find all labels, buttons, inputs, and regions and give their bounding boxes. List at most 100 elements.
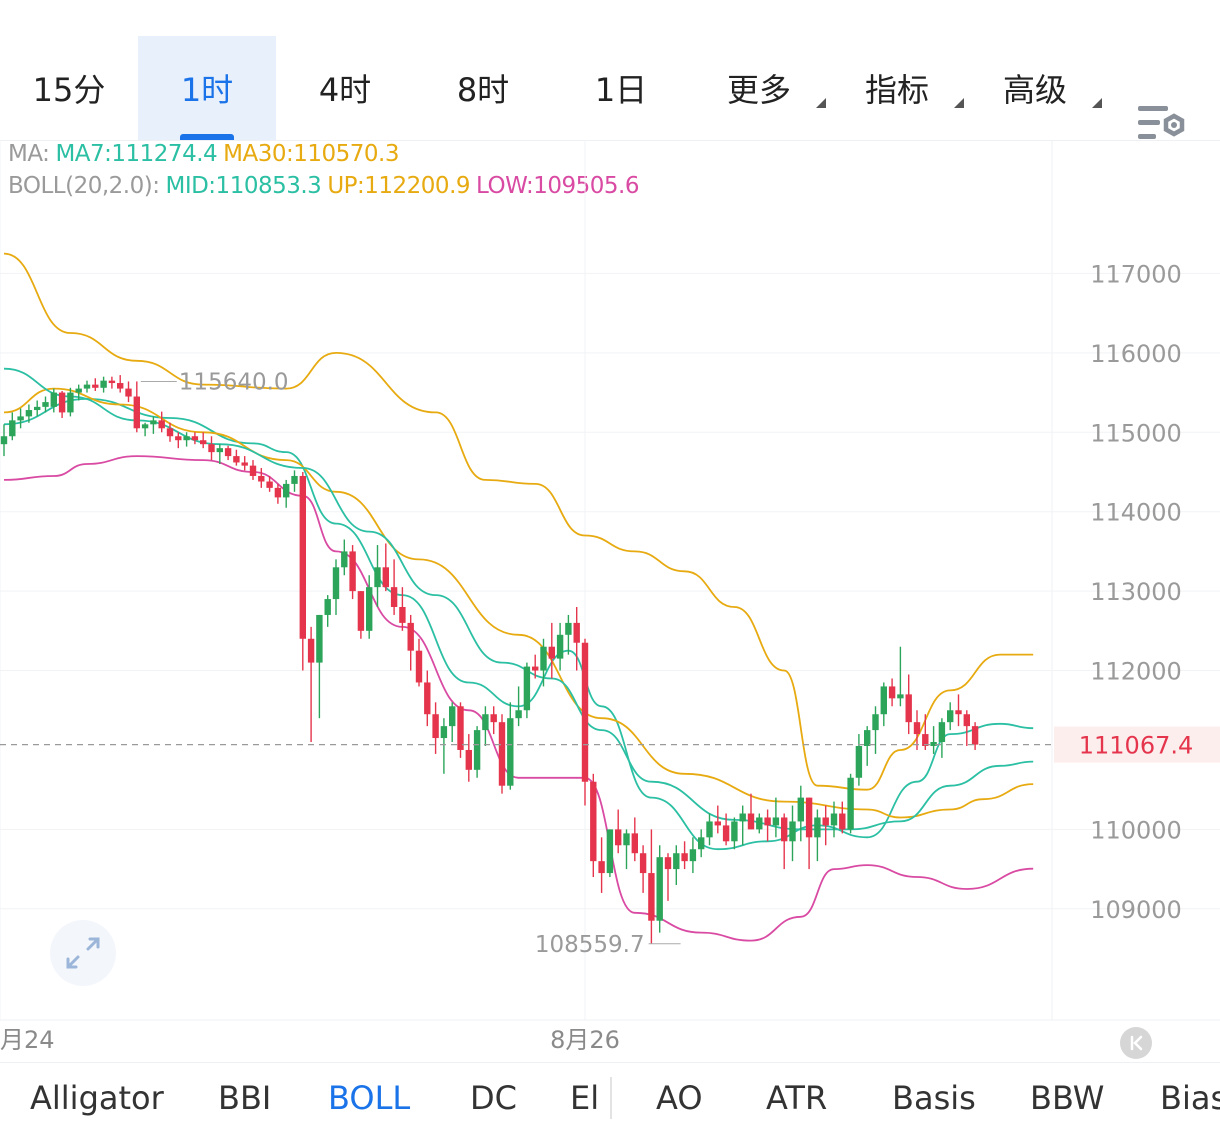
candle-body	[772, 817, 780, 826]
candle-body	[805, 797, 813, 838]
candle-body	[100, 380, 107, 388]
candle-body	[797, 797, 804, 822]
indicator-bbw[interactable]: BBW	[1030, 1079, 1105, 1117]
candle-body	[930, 742, 937, 746]
candle-body	[117, 383, 124, 389]
tab-8h[interactable]: 8时	[414, 36, 552, 140]
boll-up-value: UP:112200.9	[327, 173, 471, 199]
candle-body	[872, 714, 879, 731]
candle-body	[473, 730, 481, 770]
candle-body	[424, 682, 431, 715]
candle-body	[905, 694, 912, 723]
series-line-ma30	[3, 387, 1034, 819]
candle-body	[241, 462, 248, 466]
tab-label: 4时	[318, 71, 372, 109]
candle-body	[615, 829, 622, 846]
candlestick-chart[interactable]: 117000 116000 115000 114000 113000 112000 1100…	[0, 140, 1220, 1062]
candle-body	[191, 436, 199, 441]
candle-body	[166, 428, 174, 437]
candle-body	[125, 388, 132, 397]
candle-body	[399, 607, 406, 623]
candle-body	[366, 587, 373, 631]
candle-body	[880, 686, 887, 715]
candle-body	[158, 420, 165, 429]
tab-indicators[interactable]: 指标	[828, 36, 966, 140]
expand-chart-button[interactable]	[50, 920, 116, 986]
candle-body	[855, 745, 863, 778]
indicator-bias[interactable]: Bias	[1160, 1079, 1220, 1117]
grid-lines: 117000 116000 115000 114000 113000 112000 1100…	[0, 140, 1220, 1054]
series-line-up	[3, 252, 1034, 791]
tab-advanced[interactable]: 高级	[966, 36, 1104, 140]
candle-body	[432, 714, 439, 739]
scroll-to-latest-button[interactable]	[1120, 1027, 1152, 1059]
candle-body	[307, 638, 315, 663]
indicator-el[interactable]: El	[570, 1079, 600, 1117]
indicator-atr[interactable]: ATR	[766, 1079, 828, 1117]
high-marker-label: 115640.0	[179, 369, 289, 395]
tab-more[interactable]: 更多	[690, 36, 828, 140]
candle-body	[540, 646, 547, 671]
candle-body	[108, 380, 116, 384]
candle-body	[349, 551, 356, 592]
candle-body	[532, 666, 539, 671]
candle-body	[332, 567, 340, 600]
indicator-dc[interactable]: DC	[470, 1079, 517, 1117]
indicator-ao[interactable]: AO	[656, 1079, 703, 1117]
candle-body	[639, 853, 647, 874]
tab-4h[interactable]: 4时	[276, 36, 414, 140]
candle-body	[656, 857, 663, 921]
candle-body	[822, 817, 829, 826]
candle-body	[938, 722, 946, 743]
candle-body	[357, 591, 365, 631]
candle-body	[913, 722, 921, 735]
candle-body	[498, 722, 506, 786]
candle-body	[274, 487, 282, 498]
candle-body	[75, 388, 82, 393]
candle-body	[382, 567, 389, 588]
tab-1h[interactable]: 1时	[138, 36, 276, 140]
candle-body	[50, 392, 57, 407]
indicator-boll[interactable]: BOLL	[328, 1079, 411, 1117]
candle-body	[598, 861, 605, 874]
y-tick-label: 117000	[1090, 260, 1182, 288]
candle-body	[133, 396, 140, 429]
boll-low-value: LOW:109505.6	[476, 173, 640, 199]
y-tick-label: 115000	[1090, 419, 1182, 447]
candle-body	[606, 829, 614, 874]
tab-1d[interactable]: 1日	[552, 36, 690, 140]
low-marker-label: 108559.7	[535, 932, 645, 958]
tab-label: 1日	[594, 71, 648, 109]
ma30-value: MA30:110570.3	[223, 141, 399, 167]
candle-body	[150, 420, 157, 425]
dropdown-triangle-icon	[816, 98, 826, 108]
candle-body	[440, 726, 448, 739]
candle-body	[208, 444, 215, 453]
chart-settings-icon[interactable]	[1136, 100, 1188, 148]
candle-body	[664, 857, 672, 870]
candle-body	[722, 825, 730, 842]
candle-body	[490, 714, 497, 723]
indicator-basis[interactable]: Basis	[892, 1079, 976, 1117]
current-price-label: 111067.4	[1079, 732, 1194, 760]
candle-body	[324, 599, 331, 615]
candle-body	[515, 710, 522, 719]
indicator-alligator[interactable]: Alligator	[30, 1079, 164, 1117]
tab-label: 8时	[456, 71, 510, 109]
candle-body	[67, 392, 74, 413]
ma-legend-prefix: MA:	[8, 141, 50, 167]
y-tick-label: 110000	[1090, 816, 1182, 844]
candle-body	[864, 730, 871, 746]
candle-body	[216, 448, 223, 453]
tab-15min[interactable]: 15分	[0, 36, 138, 140]
candle-body	[17, 416, 24, 421]
candle-body	[888, 686, 896, 699]
candle-body	[465, 749, 472, 770]
candle-body	[415, 650, 423, 683]
candle-body	[249, 465, 257, 476]
candle-body	[291, 475, 298, 484]
y-tick-label: 112000	[1090, 658, 1182, 686]
indicator-bbi[interactable]: BBI	[218, 1079, 272, 1117]
series-line-mid	[3, 367, 1034, 831]
candle-body	[556, 634, 564, 659]
